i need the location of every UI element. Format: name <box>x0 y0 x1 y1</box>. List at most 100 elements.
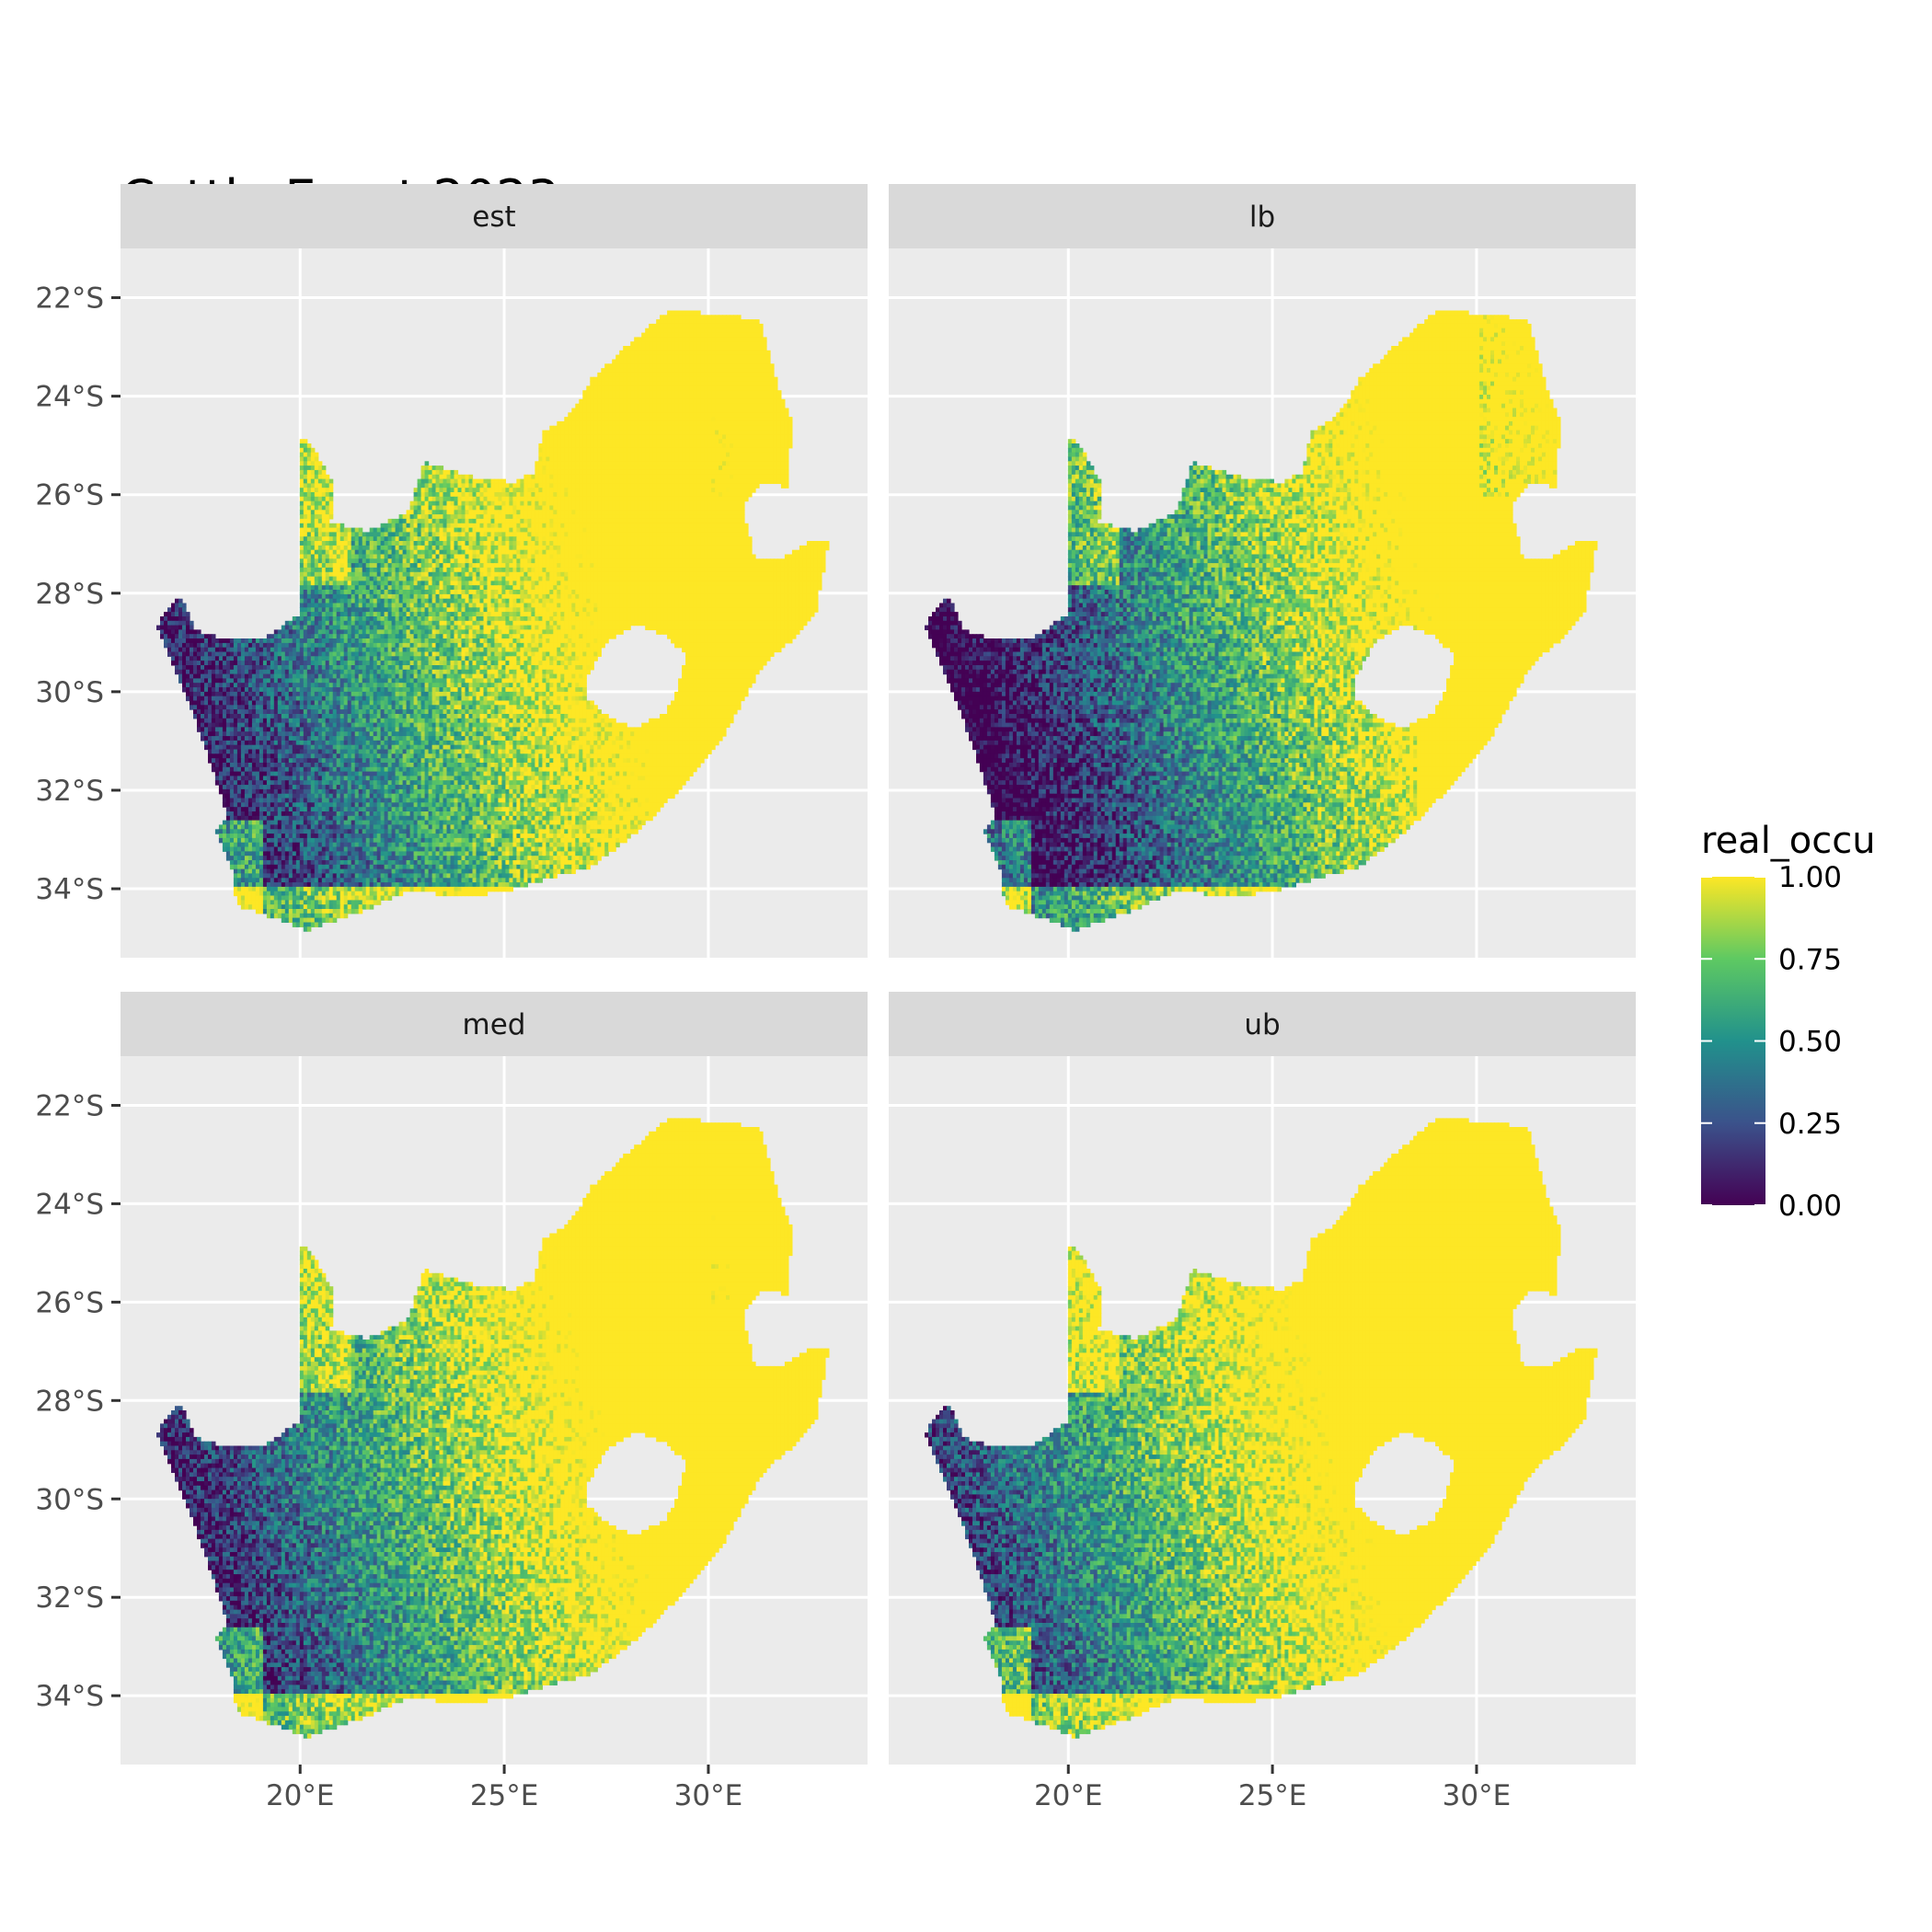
raster-cell <box>689 408 694 413</box>
raster-cell <box>638 363 642 368</box>
raster-cell <box>627 448 631 453</box>
raster-cell <box>663 324 668 328</box>
raster-cell <box>689 360 694 364</box>
raster-cell <box>597 385 602 390</box>
raster-cell <box>711 395 716 399</box>
raster-cell <box>759 346 764 351</box>
raster-cell <box>630 426 635 431</box>
raster-cell <box>785 475 789 479</box>
raster-cell <box>649 431 653 435</box>
raster-cell <box>593 399 598 404</box>
raster-cell <box>612 417 616 421</box>
raster-cell <box>571 461 576 466</box>
raster-cell <box>700 373 705 377</box>
raster-cell <box>770 363 775 368</box>
raster-cell <box>652 346 657 351</box>
raster-cell <box>737 426 742 431</box>
raster-cell <box>649 337 653 341</box>
raster-cell <box>623 470 627 475</box>
raster-cell <box>711 337 716 341</box>
raster-cell <box>564 434 569 439</box>
raster-cell <box>579 470 583 475</box>
raster-cell <box>553 431 558 435</box>
raster-cell <box>663 453 668 457</box>
raster-cell <box>645 368 650 373</box>
raster-cell <box>429 470 433 475</box>
raster-cell <box>652 461 657 466</box>
raster-cell <box>726 385 730 390</box>
raster-cell <box>744 341 749 346</box>
raster-cell <box>685 360 690 364</box>
raster-cell <box>719 360 723 364</box>
raster-cell <box>318 470 323 475</box>
raster-cell <box>707 328 712 333</box>
raster-cell <box>667 333 672 338</box>
raster-cell <box>590 395 594 399</box>
raster-cell <box>634 408 638 413</box>
raster-cell <box>678 377 683 382</box>
raster-cell <box>689 319 694 324</box>
raster-cell <box>741 319 745 324</box>
raster-cell <box>663 408 668 413</box>
raster-cell <box>674 368 679 373</box>
raster-cell <box>719 439 723 443</box>
raster-cell <box>774 417 778 421</box>
raster-cell <box>557 475 561 479</box>
raster-cell <box>638 404 642 408</box>
raster-cell <box>582 431 587 435</box>
raster-cell <box>638 399 642 404</box>
raster-cell <box>568 461 572 466</box>
raster-cell <box>722 443 727 448</box>
raster-cell <box>586 439 591 443</box>
raster-cell <box>304 466 308 470</box>
raster-cell <box>741 443 745 448</box>
raster-cell <box>682 408 686 413</box>
raster-cell <box>781 439 786 443</box>
raster-cell <box>685 315 690 319</box>
raster-cell <box>671 439 675 443</box>
raster-cell <box>593 461 598 466</box>
raster-cell <box>575 439 580 443</box>
raster-cell <box>696 355 701 360</box>
raster-cell <box>707 412 712 417</box>
raster-cell <box>741 408 745 413</box>
raster-cell <box>619 426 624 431</box>
raster-cell <box>597 461 602 466</box>
raster-cell <box>649 439 653 443</box>
raster-cell <box>737 390 742 395</box>
raster-cell <box>667 382 672 386</box>
raster-cell <box>733 385 738 390</box>
raster-cell <box>682 461 686 466</box>
raster-cell <box>781 431 786 435</box>
raster-cell <box>730 333 734 338</box>
raster-cell <box>623 368 627 373</box>
raster-cell <box>682 390 686 395</box>
raster-cell <box>744 355 749 360</box>
raster-cell <box>671 395 675 399</box>
raster-cell <box>766 457 771 462</box>
raster-cell <box>700 333 705 338</box>
raster-cell <box>612 461 616 466</box>
raster-cell <box>752 417 756 421</box>
raster-cell <box>678 443 683 448</box>
raster-cell <box>774 382 778 386</box>
raster-cell <box>660 346 664 351</box>
raster-cell <box>304 448 308 453</box>
raster-cell <box>571 431 576 435</box>
raster-cell <box>663 399 668 404</box>
raster-cell <box>660 373 664 377</box>
raster-cell <box>774 470 778 475</box>
raster-cell <box>693 341 697 346</box>
raster-cell <box>726 337 730 341</box>
raster-cell <box>645 355 650 360</box>
raster-cell <box>627 443 631 448</box>
raster-cell <box>726 395 730 399</box>
raster-cell <box>627 439 631 443</box>
raster-cell <box>641 337 646 341</box>
raster-cell <box>722 448 727 453</box>
raster-cell <box>737 399 742 404</box>
raster-cell <box>737 315 742 319</box>
raster-cell <box>538 443 543 448</box>
raster-cell <box>744 324 749 328</box>
raster-cell <box>674 373 679 377</box>
